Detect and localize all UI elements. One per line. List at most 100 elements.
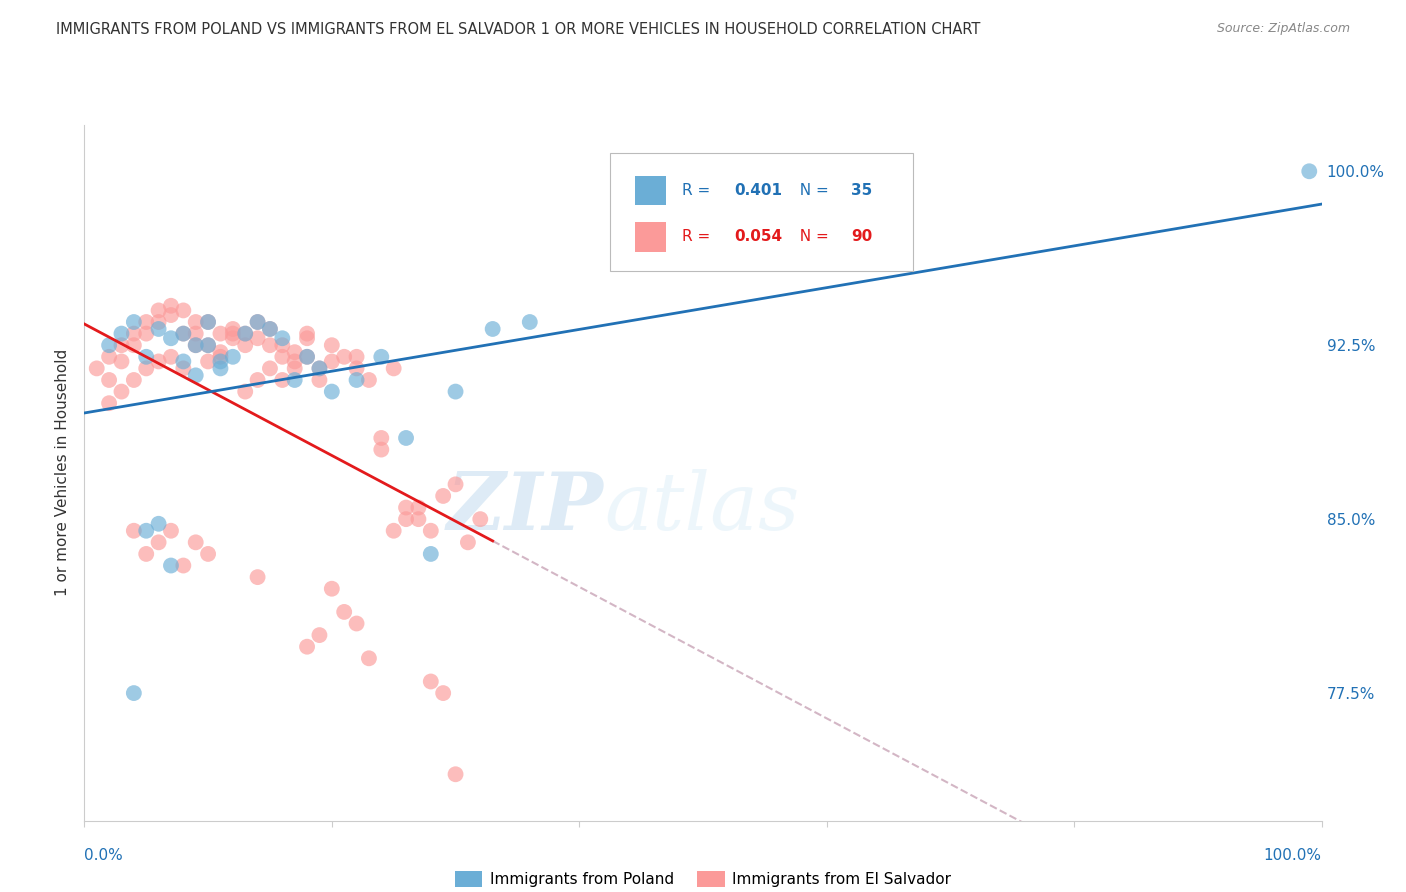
Point [148, 303, 170, 318]
Point [122, 326, 145, 341]
Point [197, 354, 219, 368]
Point [209, 361, 232, 376]
Point [295, 640, 318, 654]
Text: N =: N = [790, 229, 834, 244]
Point [209, 326, 232, 341]
Point [308, 373, 330, 387]
Point [172, 558, 194, 573]
Point [209, 350, 232, 364]
Point [408, 500, 430, 515]
FancyBboxPatch shape [636, 222, 666, 252]
Point [246, 315, 269, 329]
Point [271, 350, 294, 364]
Point [259, 322, 281, 336]
Point [197, 547, 219, 561]
Point [259, 322, 281, 336]
Point [110, 384, 132, 399]
Point [98, 338, 121, 352]
Point [457, 535, 479, 549]
Point [222, 326, 245, 341]
Point [395, 512, 418, 526]
Text: 100.0%: 100.0% [1264, 848, 1322, 863]
Point [346, 361, 368, 376]
Point [160, 308, 183, 322]
Point [419, 674, 441, 689]
Point [160, 524, 183, 538]
Point [135, 326, 157, 341]
Text: atlas: atlas [605, 469, 800, 546]
Point [357, 373, 380, 387]
Point [184, 338, 207, 352]
Point [395, 431, 418, 445]
Point [259, 361, 281, 376]
Point [86, 361, 108, 376]
Point [295, 326, 318, 341]
Point [370, 442, 392, 457]
Point [271, 331, 294, 345]
Point [135, 350, 157, 364]
Point [148, 535, 170, 549]
FancyBboxPatch shape [610, 153, 914, 271]
Point [184, 326, 207, 341]
Point [197, 315, 219, 329]
Point [308, 628, 330, 642]
Point [357, 651, 380, 665]
Point [246, 373, 269, 387]
Point [233, 384, 256, 399]
Point [432, 489, 454, 503]
Point [308, 361, 330, 376]
Text: 0.0%: 0.0% [84, 848, 124, 863]
Point [148, 322, 170, 336]
Point [370, 350, 392, 364]
Text: R =: R = [682, 229, 716, 244]
Point [160, 558, 183, 573]
Point [419, 547, 441, 561]
Point [246, 570, 269, 584]
Text: N =: N = [790, 183, 834, 198]
Point [222, 350, 245, 364]
Point [184, 315, 207, 329]
Point [197, 338, 219, 352]
Point [246, 315, 269, 329]
Point [148, 315, 170, 329]
Point [284, 361, 307, 376]
Point [197, 315, 219, 329]
Point [122, 686, 145, 700]
Point [395, 500, 418, 515]
Point [370, 431, 392, 445]
Text: IMMIGRANTS FROM POLAND VS IMMIGRANTS FROM EL SALVADOR 1 OR MORE VEHICLES IN HOUS: IMMIGRANTS FROM POLAND VS IMMIGRANTS FRO… [56, 22, 980, 37]
Point [519, 315, 541, 329]
Point [295, 350, 318, 364]
Point [135, 361, 157, 376]
Point [110, 326, 132, 341]
Point [172, 303, 194, 318]
Text: R =: R = [682, 183, 716, 198]
Point [172, 326, 194, 341]
Point [284, 354, 307, 368]
Point [346, 373, 368, 387]
Point [184, 338, 207, 352]
Point [209, 345, 232, 359]
Point [233, 338, 256, 352]
Text: 0.401: 0.401 [734, 183, 782, 198]
Point [284, 373, 307, 387]
Point [284, 345, 307, 359]
Text: 90: 90 [852, 229, 873, 244]
Point [444, 477, 467, 491]
Point [382, 524, 405, 538]
Point [321, 354, 343, 368]
Point [444, 767, 467, 781]
Point [308, 361, 330, 376]
Y-axis label: 1 or more Vehicles in Household: 1 or more Vehicles in Household [55, 349, 70, 597]
Point [222, 331, 245, 345]
Point [481, 322, 503, 336]
Point [110, 338, 132, 352]
Point [122, 338, 145, 352]
Point [172, 354, 194, 368]
Point [160, 299, 183, 313]
Text: 0.054: 0.054 [734, 229, 782, 244]
Point [172, 361, 194, 376]
Point [408, 512, 430, 526]
Point [271, 373, 294, 387]
Point [321, 384, 343, 399]
